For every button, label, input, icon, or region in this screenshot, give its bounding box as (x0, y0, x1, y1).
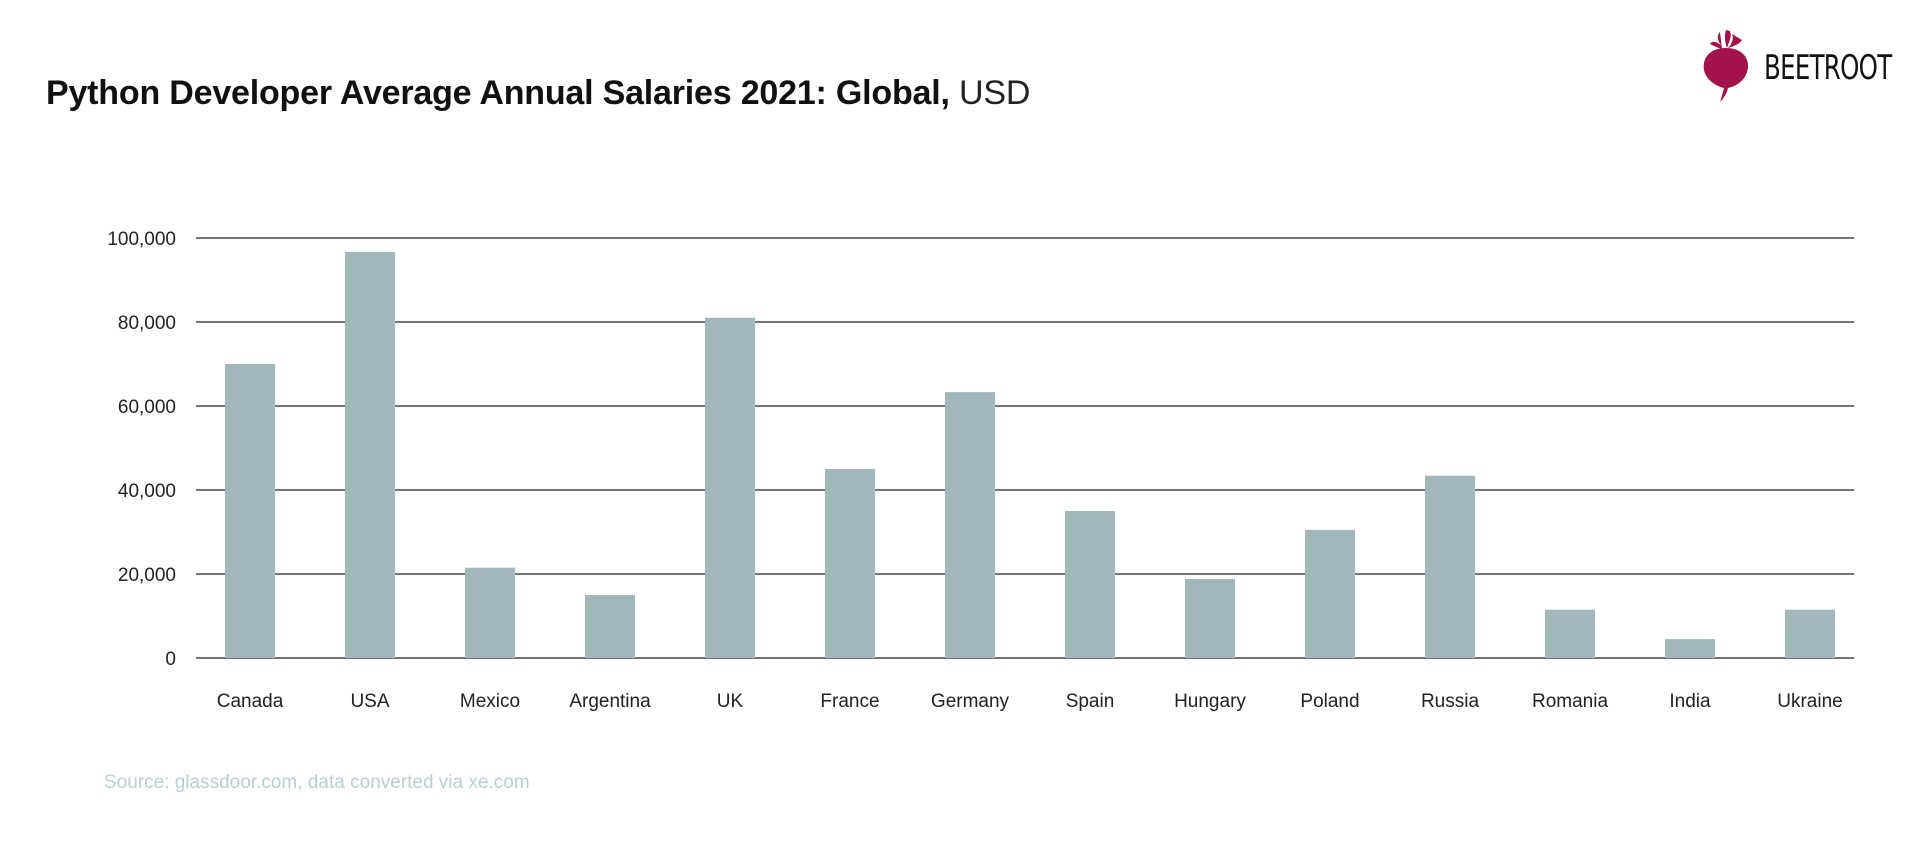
bar-canada (225, 364, 275, 658)
beetroot-logo: BEETROOT (1696, 30, 1892, 104)
y-tick-label: 40,000 (118, 481, 176, 502)
chart-title-main: Python Developer Average Annual Salaries… (46, 74, 950, 112)
bar-hungary (1185, 579, 1235, 658)
x-category-label: Hungary (1174, 691, 1246, 712)
bar-poland (1305, 529, 1355, 658)
bar-ukraine (1785, 609, 1835, 658)
logo-wordmark: BEETROOT (1764, 48, 1892, 88)
x-category-label: Romania (1532, 691, 1608, 712)
x-category-label: USA (350, 691, 389, 712)
x-category-label: Ukraine (1777, 691, 1842, 712)
y-tick-label: 20,000 (118, 565, 176, 586)
bar-india (1665, 639, 1715, 658)
beetroot-icon (1703, 30, 1748, 102)
x-category-label: France (820, 691, 879, 712)
bar-russia (1425, 475, 1475, 658)
bar-argentina (585, 595, 635, 658)
bar-germany (945, 392, 995, 658)
bar-usa (345, 251, 395, 659)
x-category-label: Argentina (569, 691, 651, 712)
x-category-label: Mexico (460, 691, 520, 712)
x-category-label: Canada (217, 691, 284, 712)
y-tick-label: 80,000 (118, 313, 176, 334)
x-category-label: Germany (931, 691, 1010, 712)
x-category-label: Russia (1421, 691, 1480, 712)
bar-spain (1065, 511, 1115, 658)
bar-uk (705, 317, 755, 658)
y-tick-label: 60,000 (118, 397, 176, 418)
chart-title: Python Developer Average Annual Salaries… (46, 74, 1030, 113)
x-category-label: UK (717, 691, 744, 712)
y-tick-label: 0 (165, 649, 176, 670)
bar-chart: 0 20,000 40,000 60,000 80,000 100,000 Canada US… (107, 229, 1854, 712)
bar-mexico (465, 567, 515, 658)
bar-romania (1545, 609, 1595, 658)
bar-france (825, 469, 875, 658)
y-tick-label: 100,000 (107, 229, 176, 250)
x-category-label: India (1669, 691, 1711, 712)
source-note: Source: glassdoor.com, data converted vi… (104, 772, 530, 793)
chart-title-unit: USD (959, 74, 1031, 112)
x-category-label: Spain (1066, 691, 1115, 712)
x-category-label: Poland (1300, 691, 1359, 712)
